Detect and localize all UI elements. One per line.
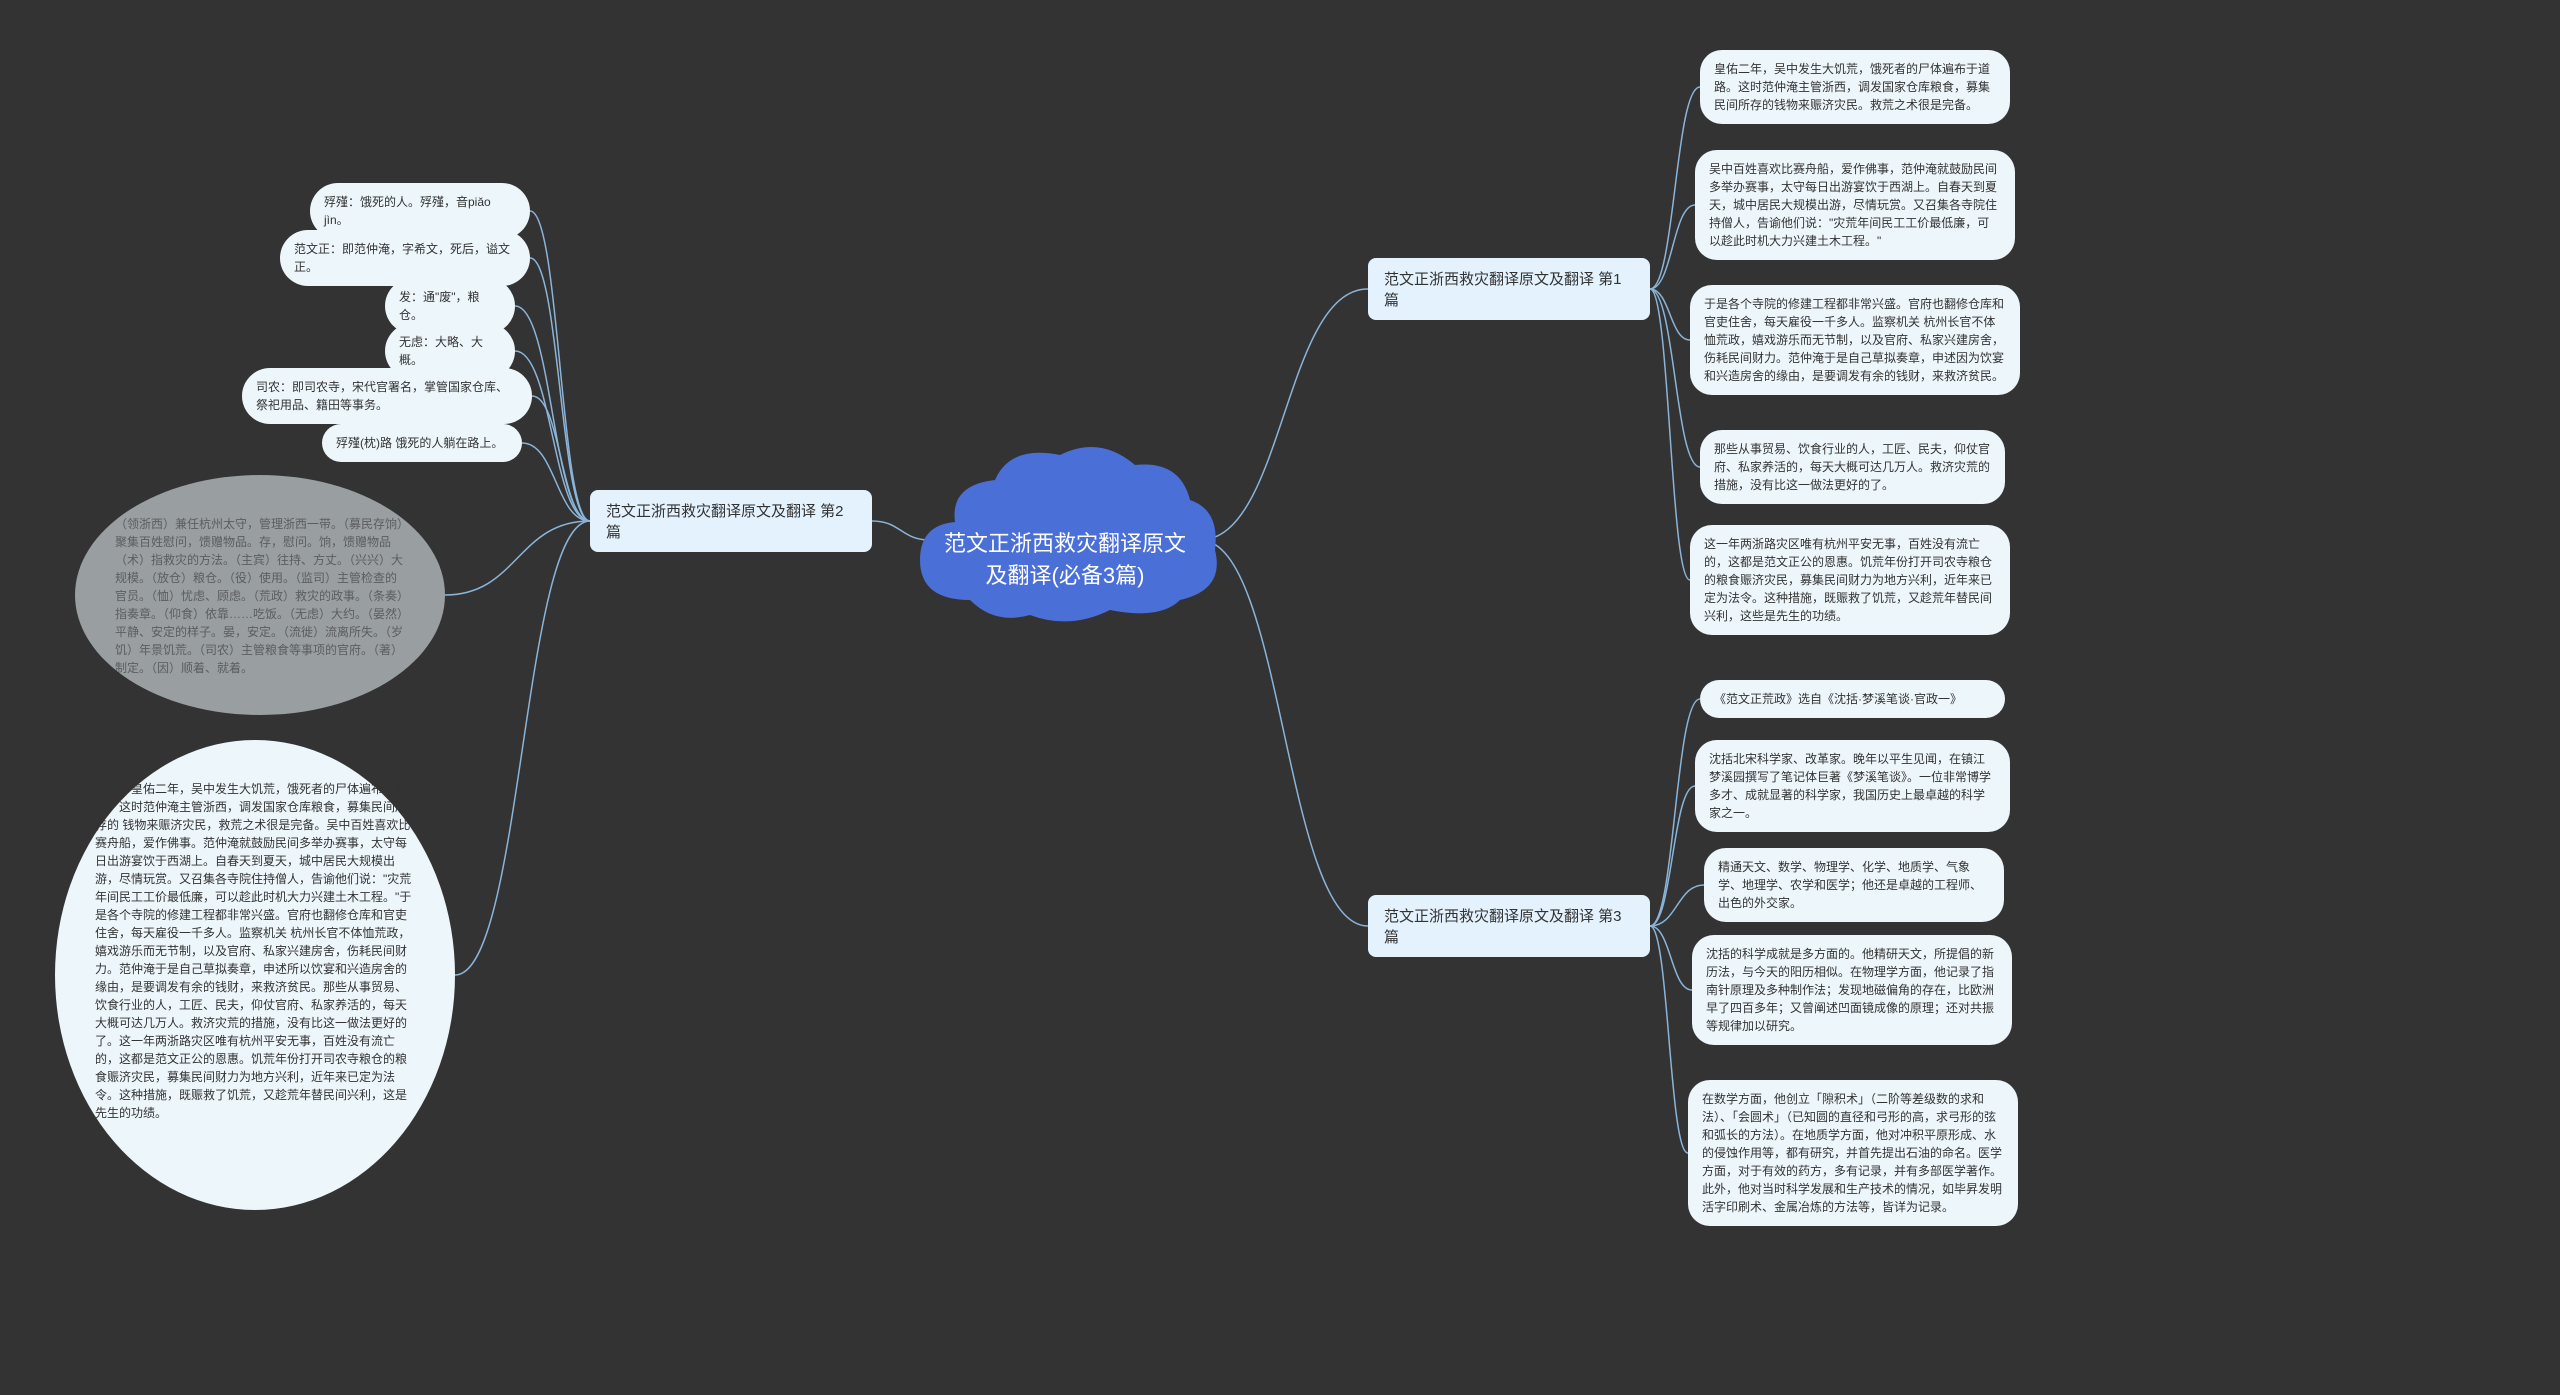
- leaf-l3b: 沈括北宋科学家、改革家。晚年以平生见闻，在镇江梦溪园撰写了笔记体巨著《梦溪笔谈》…: [1695, 740, 2010, 832]
- leaf-l2f: 殍殣(枕)路 饿死的人躺在路上。: [322, 424, 522, 462]
- leaf-l3c: 精通天文、数学、物理学、化学、地质学、气象学、地理学、农学和医学；他还是卓越的工…: [1704, 848, 2004, 922]
- leaf-l1e: 这一年两浙路灾区唯有杭州平安无事，百姓没有流亡的，这都是范文正公的恩惠。饥荒年份…: [1690, 525, 2010, 635]
- center-node: 范文正浙西救灾翻译原文及翻译(必备3篇): [900, 430, 1230, 650]
- leaf-l3a: 《范文正荒政》选自《沈括·梦溪笔谈·官政一》: [1700, 680, 2005, 718]
- leaf-l3e: 在数学方面，他创立「隙积术」（二阶等差级数的求和法）、「会圆术」（已知圆的直径和…: [1688, 1080, 2018, 1226]
- leaf-l1a: 皇佑二年，吴中发生大饥荒，饿死者的尸体遍布于道路。这时范仲淹主管浙西，调发国家仓…: [1700, 50, 2010, 124]
- leaf-l2h: 译文：皇佑二年，吴中发生大饥荒，饿死者的尸体遍布于道路。这时范仲淹主管浙西，调发…: [55, 740, 455, 1210]
- leaf-l2g: （领浙西）兼任杭州太守，管理浙西一带。（募民存饷）聚集百姓慰问，馈赠物品。存，慰…: [75, 475, 445, 715]
- center-title: 范文正浙西救灾翻译原文及翻译(必备3篇): [935, 526, 1195, 590]
- leaf-l1d: 那些从事贸易、饮食行业的人，工匠、民夫，仰仗官府、私家养活的，每天大概可达几万人…: [1700, 430, 2005, 504]
- branch-b1: 范文正浙西救灾翻译原文及翻译 第1篇: [1368, 258, 1650, 320]
- leaf-l3d: 沈括的科学成就是多方面的。他精研天文，所提倡的新历法，与今天的阳历相似。在物理学…: [1692, 935, 2012, 1045]
- branch-b3: 范文正浙西救灾翻译原文及翻译 第3篇: [1368, 895, 1650, 957]
- leaf-l1c: 于是各个寺院的修建工程都非常兴盛。官府也翻修仓库和官吏住舍，每天雇役一千多人。监…: [1690, 285, 2020, 395]
- branch-b2: 范文正浙西救灾翻译原文及翻译 第2篇: [590, 490, 872, 552]
- leaf-l2e: 司农：即司农寺，宋代官署名，掌管国家仓库、祭祀用品、籍田等事务。: [242, 368, 532, 424]
- leaf-l1b: 吴中百姓喜欢比赛舟船，爱作佛事，范仲淹就鼓励民间多举办赛事，太守每日出游宴饮于西…: [1695, 150, 2015, 260]
